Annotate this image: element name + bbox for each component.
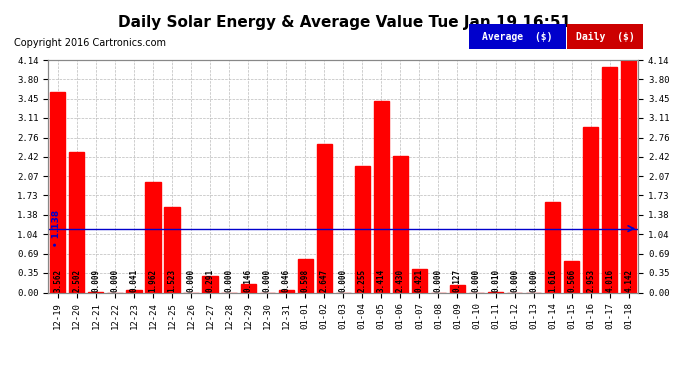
Text: 0.598: 0.598 [301,269,310,292]
Text: 1.523: 1.523 [168,269,177,292]
Text: 2.647: 2.647 [319,269,328,292]
Bar [297,259,313,292]
Bar [374,101,389,292]
Text: Daily Solar Energy & Average Value Tue Jan 19 16:51: Daily Solar Energy & Average Value Tue J… [119,15,571,30]
Bar [241,284,256,292]
Text: 4.142: 4.142 [624,269,633,292]
Text: 0.146: 0.146 [244,269,253,292]
Text: Copyright 2016 Cartronics.com: Copyright 2016 Cartronics.com [14,38,166,48]
Bar [50,93,66,292]
Text: 4.016: 4.016 [605,269,614,292]
Text: 3.562: 3.562 [53,269,62,292]
Bar [602,67,618,292]
Bar [317,144,332,292]
Text: Average  ($): Average ($) [482,32,553,42]
Text: • 1.138: • 1.138 [52,210,61,247]
Bar [621,60,636,292]
Bar [412,269,427,292]
Text: 3.414: 3.414 [377,269,386,292]
Text: 0.000: 0.000 [434,269,443,292]
Text: 1.616: 1.616 [548,269,557,292]
Text: 0.010: 0.010 [491,269,500,292]
Bar [164,207,179,292]
Bar [146,182,161,292]
Text: 0.000: 0.000 [224,269,234,292]
Text: 0.000: 0.000 [472,269,481,292]
Text: 0.000: 0.000 [339,269,348,292]
Bar [279,290,294,292]
Text: 2.953: 2.953 [586,269,595,292]
Text: 0.000: 0.000 [529,269,538,292]
Bar [69,152,84,292]
Text: 0.000: 0.000 [510,269,519,292]
Text: 0.291: 0.291 [206,269,215,292]
Bar [393,156,408,292]
Text: 0.041: 0.041 [130,269,139,292]
Text: 0.000: 0.000 [263,269,272,292]
Bar [564,261,580,292]
Text: 2.502: 2.502 [72,269,81,292]
Text: 0.000: 0.000 [186,269,195,292]
Text: 2.430: 2.430 [396,269,405,292]
Bar [126,290,141,292]
Text: Daily  ($): Daily ($) [575,32,635,42]
Text: 0.127: 0.127 [453,269,462,292]
Bar [545,202,560,292]
Text: 0.566: 0.566 [567,269,576,292]
Text: 0.046: 0.046 [282,269,290,292]
Text: 0.421: 0.421 [415,269,424,292]
Bar [202,276,217,292]
Text: 2.255: 2.255 [358,269,367,292]
Text: 0.000: 0.000 [110,269,119,292]
Text: 1.962: 1.962 [148,269,157,292]
Text: 0.009: 0.009 [91,269,100,292]
Bar [450,285,465,292]
Bar [355,166,370,292]
Bar [583,127,598,292]
